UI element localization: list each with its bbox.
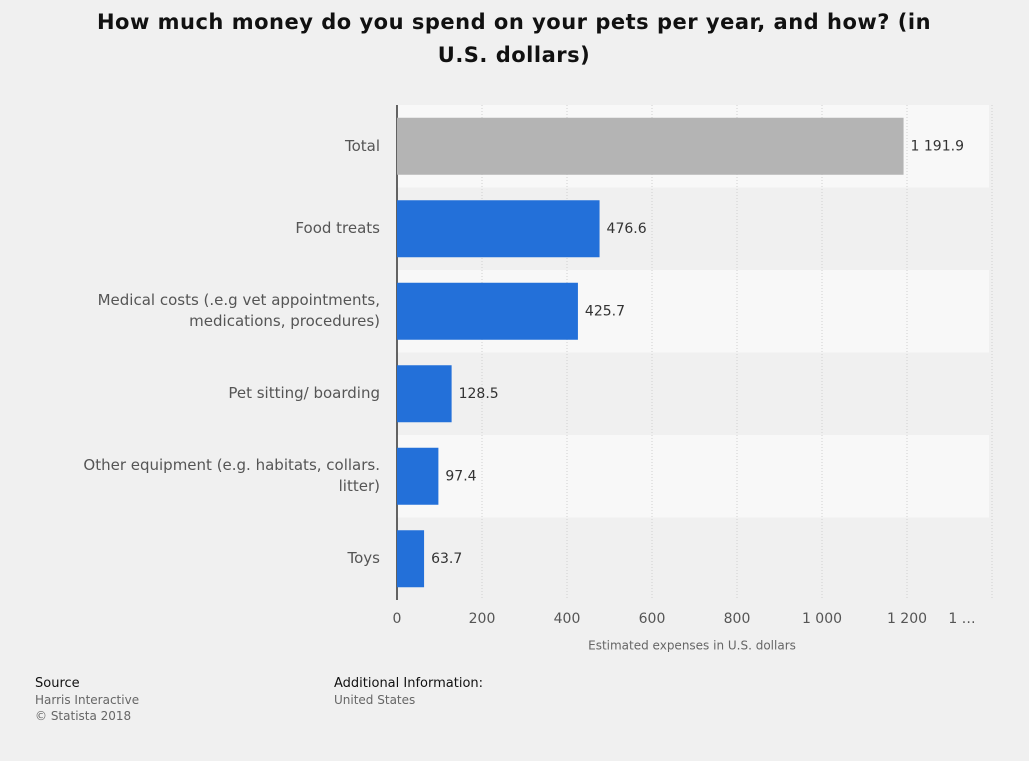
bar <box>397 365 452 423</box>
x-tick-label: 800 <box>724 611 751 627</box>
x-tick-label: 1 … <box>948 611 975 627</box>
x-tick-label: 600 <box>639 611 666 627</box>
source-title: Source <box>35 676 80 691</box>
x-axis-title: Estimated expenses in U.S. dollars <box>588 639 796 653</box>
value-label: 63.7 <box>431 551 462 567</box>
bar <box>397 447 439 505</box>
y-tick-label: Toys <box>347 549 380 568</box>
value-label: 425.7 <box>585 303 625 319</box>
value-label: 97.4 <box>445 468 476 484</box>
info-line: United States <box>334 693 416 707</box>
y-tick-label: Total <box>344 136 380 155</box>
y-tick-label: Pet sitting/ boarding <box>228 384 380 403</box>
bar <box>397 282 578 340</box>
x-tick-label: 400 <box>554 611 581 627</box>
row-band <box>397 517 989 600</box>
source-line: Harris Interactive <box>35 693 140 707</box>
x-tick-label: 1 000 <box>802 611 842 627</box>
y-tick-label: Medical costs (.e.g vet appointments, me… <box>97 291 380 331</box>
x-tick-label: 1 200 <box>887 611 927 627</box>
row-band <box>397 352 989 435</box>
info-title: Additional Information: <box>334 676 484 691</box>
x-tick-label: 200 <box>469 611 496 627</box>
chart-title: How much money do you spend on your pets… <box>96 10 932 67</box>
info-block: Additional Information: United States <box>334 676 483 708</box>
source-line: © Statista 2018 <box>35 709 132 723</box>
y-tick-label: Food treats <box>295 219 380 238</box>
value-label: 1 191.9 <box>911 138 964 154</box>
source-block: Source Harris Interactive © Statista 201… <box>35 676 139 724</box>
x-tick-label: 0 <box>393 611 402 627</box>
bar <box>397 530 425 588</box>
bar <box>397 200 600 258</box>
bar <box>397 117 904 175</box>
row-band <box>397 435 989 518</box>
y-tick-label: Other equipment (e.g. habitats, collars.… <box>83 456 380 496</box>
value-label: 128.5 <box>459 386 499 402</box>
value-label: 476.6 <box>607 221 647 237</box>
